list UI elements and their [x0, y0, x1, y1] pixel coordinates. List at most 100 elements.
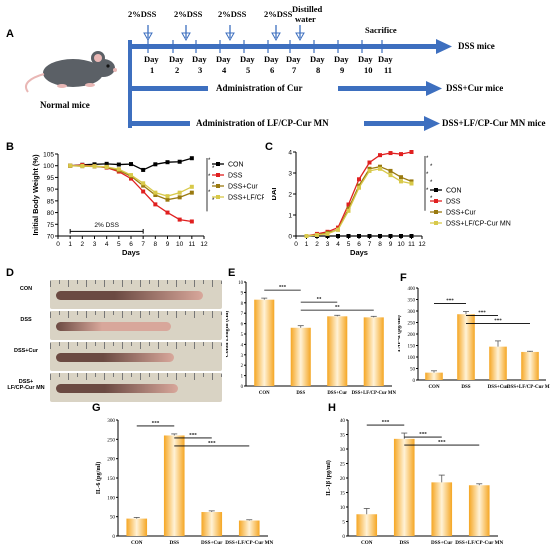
- cur-arrow-right: [338, 86, 428, 91]
- day-word-1: Day: [144, 54, 159, 64]
- ruler-tick: [185, 311, 186, 315]
- colon-tissue: [56, 291, 204, 300]
- y-tick-label-b-105: 105: [43, 152, 54, 159]
- ruler-tick: [167, 311, 168, 315]
- ruler-tick: [194, 280, 195, 287]
- x-tick-label-f-2: DSS+Cur: [488, 385, 509, 390]
- y-tick-label-f-400: 400: [408, 287, 416, 292]
- legend-marker-c-0: [434, 188, 438, 192]
- data-point-b-3-9: [177, 190, 182, 195]
- x-tick-label-c-6: 6: [357, 241, 361, 248]
- ruler-tick: [212, 373, 213, 380]
- y-tick-label-f-250: 250: [408, 322, 416, 327]
- top-label-2: 2%DSS: [218, 9, 247, 19]
- data-point-c-1-3: [336, 225, 340, 230]
- x-tick-label-c-8: 8: [378, 241, 382, 248]
- ruler-tick: [185, 280, 186, 284]
- y-tick-label-e-7: 7: [241, 312, 244, 317]
- ruler-tick: [167, 342, 168, 346]
- y-tick-label-h-25: 25: [340, 462, 346, 468]
- colon-photo: [50, 311, 222, 340]
- ruler-tick: [113, 342, 114, 346]
- data-point-b-3-6: [141, 181, 146, 186]
- y-tick-label-f-350: 350: [408, 299, 416, 304]
- bar-h-0: [356, 514, 378, 536]
- legend-marker-b-0: [216, 162, 220, 166]
- ruler-tick: [149, 373, 150, 377]
- data-point-c-0-4: [346, 234, 351, 238]
- top-label-0: 2%DSS: [128, 9, 157, 19]
- day-number-3: 3: [198, 65, 202, 75]
- mn-arrow-left: [128, 121, 190, 126]
- data-point-c-1-8: [388, 151, 393, 156]
- ruler-tick: [59, 342, 60, 346]
- ruler-tick: [140, 342, 141, 349]
- mouse-label: Normal mice: [40, 100, 90, 110]
- x-tick-label-b-12: 12: [200, 241, 208, 248]
- data-point-c-2-8: [388, 168, 393, 173]
- data-point-c-0-3: [336, 234, 340, 238]
- panel-label-e: E: [228, 267, 236, 279]
- ruler-tick: [203, 373, 204, 377]
- x-tick-label-g-1: DSS: [169, 540, 179, 546]
- data-point-b-3-1: [80, 163, 85, 168]
- dss-arrow: [128, 44, 438, 49]
- data-point-b-0-10: [189, 156, 194, 161]
- x-tick-label-g-0: CON: [131, 540, 143, 546]
- ruler-tick: [140, 280, 141, 287]
- timeline-connector: [128, 40, 132, 128]
- legend-marker-b-3: [216, 195, 220, 199]
- y-axis-label-e: Colon Length (cm): [226, 311, 230, 358]
- day-number-9: 9: [340, 65, 344, 75]
- data-point-b-2-9: [177, 195, 182, 200]
- x-tick-label-b-4: 4: [105, 241, 109, 248]
- panel-label-a: A: [6, 28, 14, 40]
- sig-star-b-4: *: [208, 190, 211, 196]
- colon-photo-row: DSS+Cur: [6, 342, 224, 371]
- row1-label: DSS mice: [458, 41, 495, 51]
- data-point-c-3-7: [378, 166, 382, 171]
- ruler-tick: [122, 373, 123, 380]
- ruler-tick: [140, 311, 141, 318]
- x-axis-label-c: Days: [350, 248, 368, 257]
- sig-star-b-3: *: [212, 182, 215, 188]
- ruler-tick: [176, 311, 177, 318]
- data-point-c-0-7: [378, 234, 382, 238]
- bar-f-0: [425, 372, 443, 380]
- y-tick-label-c-4: 4: [288, 150, 292, 157]
- y-tick-label-e-5: 5: [241, 333, 244, 338]
- day-word-2: Day: [169, 54, 184, 64]
- data-point-c-0-9: [399, 234, 403, 238]
- data-point-b-3-4: [116, 167, 121, 172]
- y-tick-label-g-200: 200: [107, 457, 115, 463]
- x-tick-label-f-0: CON: [428, 385, 440, 390]
- x-tick-label-c-2: 2: [315, 241, 319, 248]
- day-number-5: 5: [246, 65, 250, 75]
- colon-photo-panel: CON DSS DSS+Cur DSS+ LF/CP-Cur MN: [6, 280, 224, 402]
- bar-h-2: [431, 482, 453, 536]
- x-tick-label-c-9: 9: [389, 241, 393, 248]
- data-point-b-3-0: [68, 163, 73, 168]
- y-tick-label-e-8: 8: [241, 302, 244, 307]
- ruler-tick: [122, 280, 123, 287]
- data-point-b-3-3: [104, 164, 109, 169]
- data-point-c-1-10: [409, 150, 414, 154]
- day-number-6: 6: [270, 65, 274, 75]
- day-word-9: Day: [334, 54, 349, 64]
- y-tick-label-b-95: 95: [47, 175, 55, 182]
- y-axis-label-b: Initial Body Weight (%): [31, 154, 40, 236]
- legend-label-b-3: DSS+LF/CP-Cur MN: [228, 195, 264, 202]
- ruler-tick: [77, 280, 78, 284]
- ruler-tick: [113, 373, 114, 377]
- chart-tnf: 0 50 100 150 200 250 300 350 400 TNF-α (pg/ml) CON…: [398, 287, 550, 390]
- y-tick-label-e-1: 1: [241, 375, 244, 380]
- x-tick-label-c-0: 0: [294, 241, 298, 248]
- ruler-tick: [158, 311, 159, 318]
- y-tick-label-b-85: 85: [47, 198, 55, 205]
- series-line-b-3: [70, 165, 193, 197]
- y-tick-label-g-250: 250: [107, 437, 115, 443]
- y-tick-label-b-80: 80: [47, 210, 55, 217]
- day-number-8: 8: [316, 65, 320, 75]
- x-tick-label-c-1: 1: [305, 241, 309, 248]
